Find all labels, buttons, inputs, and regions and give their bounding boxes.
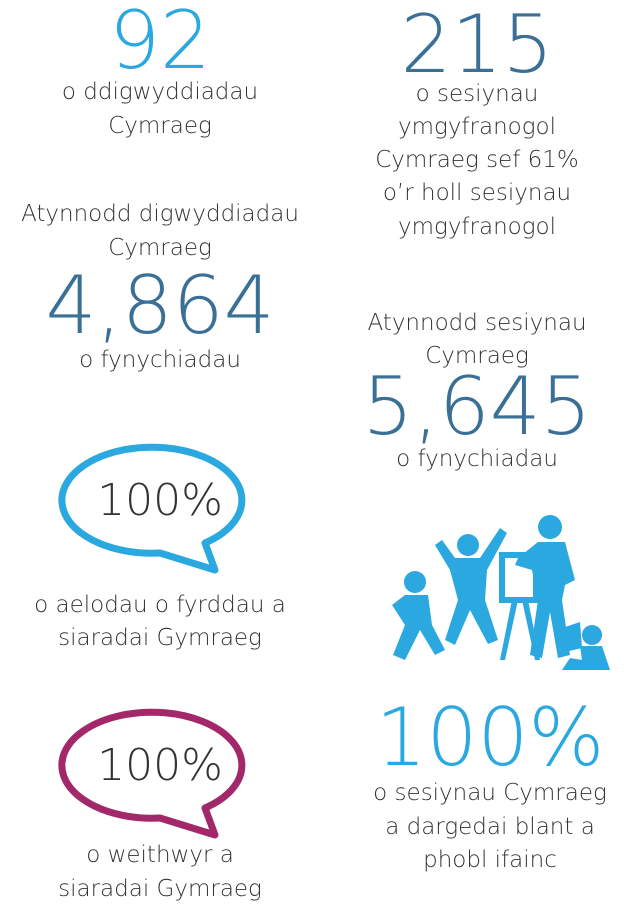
- stat-text: o ddigwyddiadau: [62, 79, 258, 105]
- stat-intro: Cymraeg: [425, 343, 529, 369]
- stat-number: 215: [401, 0, 554, 91]
- stat-text: phobl ifainc: [423, 847, 557, 873]
- stat-text: Cymraeg: [108, 113, 212, 139]
- stat-text: o’r holl sesiynau: [383, 180, 571, 206]
- stat-text: siaradai Gymraeg: [58, 625, 262, 651]
- stat-text: o sesiynau: [416, 81, 539, 107]
- children-silhouettes: [392, 515, 610, 670]
- speech-bubble: [58, 708, 246, 839]
- stat-text: o sesiynau Cymraeg: [373, 780, 607, 806]
- stat-text: o fynychiadau: [396, 446, 558, 472]
- stat-text: a dargedai blant a: [385, 814, 595, 840]
- stat-number: 100%: [376, 691, 605, 784]
- stat-text: Cymraeg sef 61%: [375, 147, 579, 173]
- bubble-text: 100%: [97, 475, 223, 526]
- stat-text: ymgyfranogol: [398, 114, 556, 140]
- stat-text: siaradai Gymraeg: [58, 876, 262, 902]
- stat-text: ymgyfranogol: [398, 214, 556, 240]
- stat-number: 4,864: [45, 259, 274, 352]
- stat-text: o aelodau o fyrddau a: [34, 592, 286, 618]
- stat-number: 92: [109, 0, 211, 87]
- stat-intro: Cymraeg: [108, 235, 212, 261]
- stat-text: o weithwyr a: [86, 842, 234, 868]
- speech-bubble: [58, 443, 246, 574]
- stat-text: o fynychiadau: [79, 347, 241, 373]
- stat-intro: Atynnodd sesiynau: [367, 310, 586, 336]
- stat-number: 5,645: [362, 360, 591, 453]
- bubble-text: 100%: [97, 740, 223, 791]
- stat-intro: Atynnodd digwyddiadau: [21, 201, 299, 227]
